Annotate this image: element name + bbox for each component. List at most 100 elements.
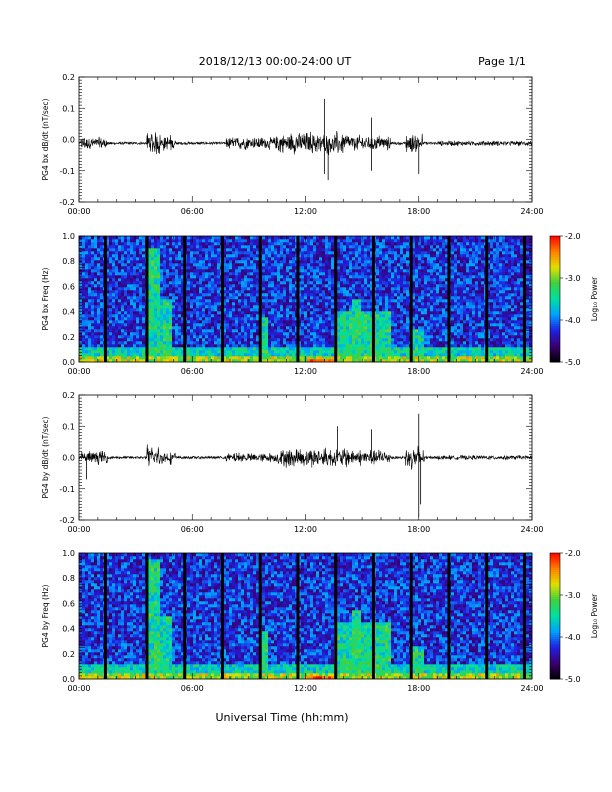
spectrogram-cell (235, 248, 239, 252)
spectrogram-cell (235, 245, 239, 249)
spectrogram-cell (250, 263, 254, 267)
spectrogram-cell (289, 332, 293, 336)
spectrogram-cell (292, 344, 296, 348)
x-tick-label: 12:00 (294, 207, 317, 216)
spectrogram-cell (211, 266, 215, 270)
spectrogram-cell (217, 296, 221, 300)
spectrogram-cell (364, 314, 368, 318)
spectrogram-cell (88, 269, 92, 273)
spectrogram-cell (367, 308, 371, 312)
spectrogram-cell (385, 323, 389, 327)
spectrogram-cell (406, 281, 410, 285)
spectrogram-cell (139, 245, 143, 249)
spectrogram-cell (124, 296, 128, 300)
spectrogram-cell (280, 263, 284, 267)
spectrogram-cell (412, 245, 416, 249)
spectrogram-cell (403, 320, 407, 324)
spectrogram-cell (256, 278, 260, 282)
spectrogram-cell (121, 314, 125, 318)
spectrogram-cell (115, 326, 119, 330)
spectrogram-cell (298, 239, 302, 243)
spectrogram-cell (418, 341, 422, 345)
spectrogram-cell (118, 251, 122, 255)
spectrogram-cell (331, 329, 335, 333)
spectrogram-cell (142, 320, 146, 324)
spectrogram-cell (127, 314, 131, 318)
spectrogram-cell (385, 359, 389, 363)
spectrogram-cell (88, 299, 92, 303)
spectrogram-cell (130, 281, 134, 285)
spectrogram-cell (151, 332, 155, 336)
spectrogram-cell (205, 308, 209, 312)
spectrogram-cell (121, 326, 125, 330)
spectrogram-cell (85, 359, 89, 363)
spectrogram-cell (343, 266, 347, 270)
spectrogram-cell (403, 290, 407, 294)
spectrogram-cell (361, 278, 365, 282)
spectrogram-cell (382, 287, 386, 291)
spectrogram-cell (394, 317, 398, 321)
spectrogram-cell (244, 272, 248, 276)
spectrogram-cell (310, 308, 314, 312)
spectrogram-cell (388, 296, 392, 300)
spectrogram-cell (376, 251, 380, 255)
spectrogram-cell (163, 308, 167, 312)
spectrogram-cell (94, 290, 98, 294)
spectrogram-cell (394, 266, 398, 270)
spectrogram-cell (118, 242, 122, 246)
spectrogram-cell (211, 350, 215, 354)
spectrogram-cell (175, 356, 179, 360)
spectrogram-cell (178, 254, 182, 258)
spectrogram-cell (247, 326, 251, 330)
spectrogram-cell (337, 311, 341, 315)
spectrogram-cell (148, 341, 152, 345)
spectrogram-cell (400, 344, 404, 348)
spectrogram-cell (274, 266, 278, 270)
spectrogram-cell (79, 287, 83, 291)
spectrogram-cell (307, 302, 311, 306)
spectrogram-cell (112, 263, 116, 267)
spectrogram-cell (193, 281, 197, 285)
spectrogram-cell (235, 281, 239, 285)
spectrogram-cell (244, 260, 248, 264)
spectrogram-cell (142, 350, 146, 354)
spectrogram-cell (352, 287, 356, 291)
spectrogram-cell (133, 281, 137, 285)
spectrogram-cell (205, 260, 209, 264)
spectrogram-cell (364, 317, 368, 321)
spectrogram-cell (370, 266, 374, 270)
spectrogram-cell (130, 248, 134, 252)
spectrogram-cell (247, 266, 251, 270)
spectrogram-cell (178, 314, 182, 318)
spectrogram-cell (139, 341, 143, 345)
spectrogram-cell (217, 257, 221, 261)
spectrogram-cell (364, 284, 368, 288)
spectrogram-cell (97, 314, 101, 318)
spectrogram-cell (100, 350, 104, 354)
spectrogram-cell (166, 263, 170, 267)
spectrogram-cell (193, 314, 197, 318)
spectrogram-cell (406, 323, 410, 327)
spectrogram-cell (85, 356, 89, 360)
spectrogram-cell (343, 323, 347, 327)
spectrogram-cell (280, 260, 284, 264)
spectrogram-cell (253, 311, 257, 315)
spectrogram-cell (415, 308, 419, 312)
spectrogram-cell (352, 266, 356, 270)
spectrogram-cell (241, 236, 245, 240)
spectrogram-cell (424, 359, 428, 363)
spectrogram-cell (292, 245, 296, 249)
spectrogram-cell (241, 248, 245, 252)
spectrogram-cell (88, 341, 92, 345)
spectrogram-cell (253, 302, 257, 306)
spectrogram-cell (211, 245, 215, 249)
spectrogram-cell (94, 356, 98, 360)
spectrogram-cell (271, 266, 275, 270)
spectrogram-cell (328, 329, 332, 333)
spectrogram-cell (196, 332, 200, 336)
spectrogram-cell (91, 248, 95, 252)
spectrogram-cell (139, 281, 143, 285)
spectrogram-cell (331, 305, 335, 309)
spectrogram-cell (349, 296, 353, 300)
spectrogram-cell (280, 338, 284, 342)
